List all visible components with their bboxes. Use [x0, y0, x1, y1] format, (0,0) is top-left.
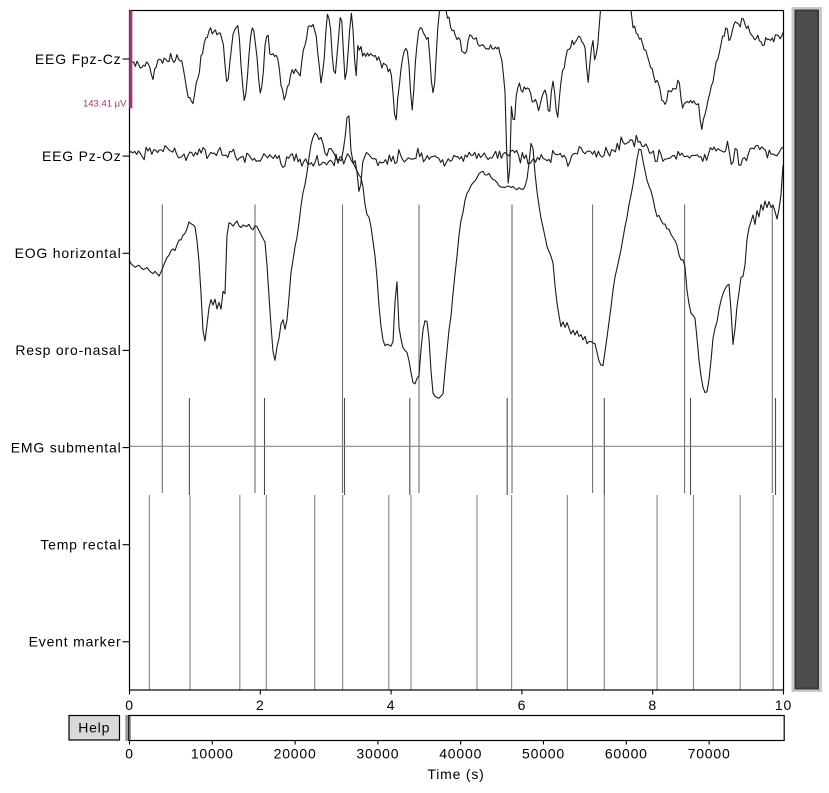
svg-text:Temp rectal: Temp rectal — [40, 537, 121, 553]
svg-text:60000: 60000 — [605, 746, 648, 762]
svg-text:10000: 10000 — [191, 746, 234, 762]
svg-text:143.41 µV: 143.41 µV — [83, 99, 127, 110]
svg-text:8: 8 — [648, 697, 657, 713]
svg-text:EEG Pz-Oz: EEG Pz-Oz — [42, 148, 122, 164]
svg-text:Help: Help — [78, 720, 110, 736]
svg-text:40000: 40000 — [439, 746, 482, 762]
svg-text:20000: 20000 — [274, 746, 317, 762]
svg-text:Time (s): Time (s) — [427, 766, 484, 782]
svg-text:30000: 30000 — [356, 746, 399, 762]
svg-text:2: 2 — [256, 697, 265, 713]
svg-text:EMG submental: EMG submental — [11, 439, 122, 455]
svg-text:Event marker: Event marker — [29, 634, 122, 650]
svg-text:EEG Fpz-Cz: EEG Fpz-Cz — [35, 51, 122, 67]
svg-text:Resp oro-nasal: Resp oro-nasal — [15, 342, 121, 358]
svg-text:0: 0 — [125, 697, 134, 713]
svg-text:70000: 70000 — [688, 746, 731, 762]
svg-text:50000: 50000 — [522, 746, 565, 762]
svg-text:0: 0 — [125, 746, 134, 762]
svg-text:EOG horizontal: EOG horizontal — [15, 245, 122, 261]
svg-text:10: 10 — [775, 697, 792, 713]
svg-text:4: 4 — [387, 697, 396, 713]
svg-text:6: 6 — [518, 697, 527, 713]
